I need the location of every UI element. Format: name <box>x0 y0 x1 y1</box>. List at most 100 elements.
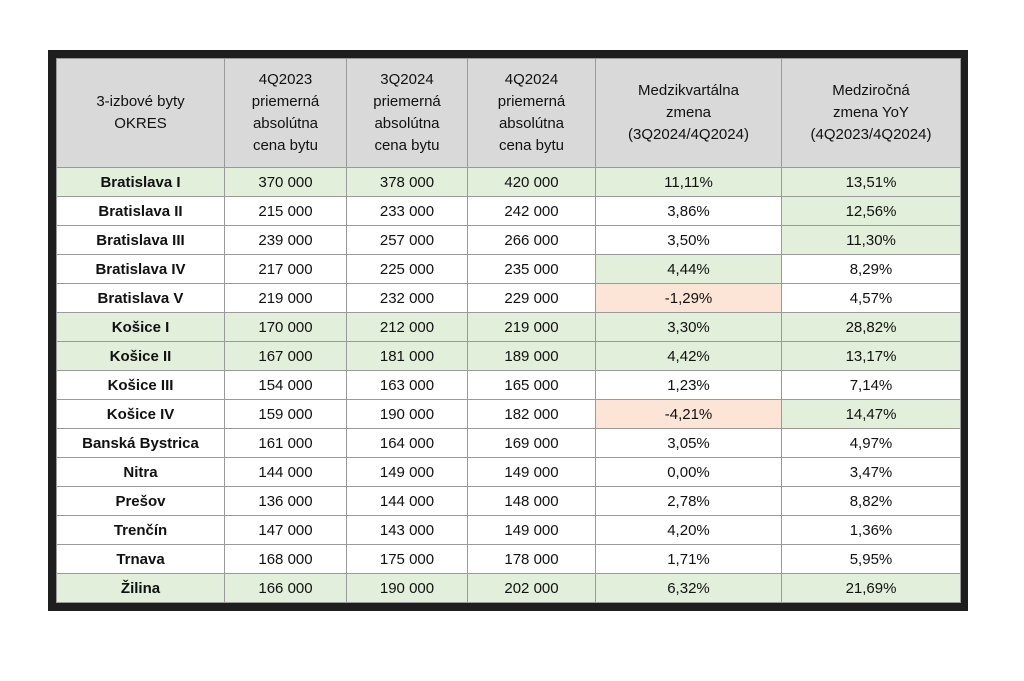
header-cell: 4Q2024 priemerná absolútna cena bytu <box>467 58 596 168</box>
value-cell: 266 000 <box>467 225 596 255</box>
value-cell: 6,32% <box>595 573 782 603</box>
district-cell: Trnava <box>56 544 225 574</box>
header-cell: Medzikvartálna zmena (3Q2024/4Q2024) <box>595 58 782 168</box>
value-cell: 163 000 <box>346 370 468 400</box>
value-cell: 0,00% <box>595 457 782 487</box>
table-row: Bratislava IV 217 000 225 000 235 000 4,44% 8… <box>56 254 961 284</box>
table-row: Prešov 136 000 144 000 148 000 2,78% 8,82% <box>56 486 961 516</box>
value-cell: 21,69% <box>781 573 961 603</box>
value-cell: 190 000 <box>346 399 468 429</box>
value-cell: 164 000 <box>346 428 468 458</box>
value-cell: 154 000 <box>224 370 347 400</box>
table-row: Košice III 154 000 163 000 165 000 1,23% 7,14… <box>56 370 961 400</box>
district-cell: Banská Bystrica <box>56 428 225 458</box>
value-cell: 257 000 <box>346 225 468 255</box>
value-cell: 420 000 <box>467 167 596 197</box>
table-row: Bratislava I 370 000 378 000 420 000 11,11% 1… <box>56 167 961 197</box>
value-cell: 225 000 <box>346 254 468 284</box>
value-cell: 147 000 <box>224 515 347 545</box>
value-cell: 3,30% <box>595 312 782 342</box>
value-cell: 181 000 <box>346 341 468 371</box>
district-cell: Košice III <box>56 370 225 400</box>
table-row: Bratislava V 219 000 232 000 229 000 -1,29% 4… <box>56 283 961 313</box>
table-row: Banská Bystrica 161 000 164 000 169 000 3,05… <box>56 428 961 458</box>
table-frame: 3-izbové byty OKRES 4Q2023 priemerná abso… <box>48 50 968 611</box>
value-cell: 370 000 <box>224 167 347 197</box>
value-cell: 149 000 <box>467 457 596 487</box>
value-cell: 144 000 <box>346 486 468 516</box>
value-cell: 170 000 <box>224 312 347 342</box>
value-cell: 8,82% <box>781 486 961 516</box>
value-cell: 182 000 <box>467 399 596 429</box>
value-cell: 166 000 <box>224 573 347 603</box>
value-cell: 229 000 <box>467 283 596 313</box>
value-cell: 190 000 <box>346 573 468 603</box>
table-row: Košice IV 159 000 190 000 182 000 -4,21% 14,4… <box>56 399 961 429</box>
value-cell: 5,95% <box>781 544 961 574</box>
value-cell: 149 000 <box>467 515 596 545</box>
value-cell: 168 000 <box>224 544 347 574</box>
header-cell: 3Q2024 priemerná absolútna cena bytu <box>346 58 468 168</box>
value-cell: 232 000 <box>346 283 468 313</box>
district-cell: Prešov <box>56 486 225 516</box>
value-cell: 149 000 <box>346 457 468 487</box>
value-cell: 169 000 <box>467 428 596 458</box>
value-cell: 1,23% <box>595 370 782 400</box>
header-row: 3-izbové byty OKRES 4Q2023 priemerná abso… <box>56 58 961 168</box>
value-cell: 7,14% <box>781 370 961 400</box>
value-cell: 378 000 <box>346 167 468 197</box>
value-cell: 217 000 <box>224 254 347 284</box>
table-row: Bratislava III 239 000 257 000 266 000 3,50%… <box>56 225 961 255</box>
district-cell: Trenčín <box>56 515 225 545</box>
table: 3-izbové byty OKRES 4Q2023 priemerná abso… <box>56 58 961 603</box>
value-cell: 13,17% <box>781 341 961 371</box>
value-cell: 242 000 <box>467 196 596 226</box>
value-cell: 143 000 <box>346 515 468 545</box>
value-cell: 3,05% <box>595 428 782 458</box>
district-cell: Bratislava I <box>56 167 225 197</box>
district-cell: Bratislava II <box>56 196 225 226</box>
value-cell: 215 000 <box>224 196 347 226</box>
value-cell: -1,29% <box>595 283 782 313</box>
value-cell: 1,71% <box>595 544 782 574</box>
table-row: Trenčín 147 000 143 000 149 000 4,20% 1,36% <box>56 515 961 545</box>
value-cell: 178 000 <box>467 544 596 574</box>
district-cell: Košice IV <box>56 399 225 429</box>
district-cell: Košice I <box>56 312 225 342</box>
value-cell: 1,36% <box>781 515 961 545</box>
table-row: Bratislava II 215 000 233 000 242 000 3,86% 1… <box>56 196 961 226</box>
value-cell: 4,20% <box>595 515 782 545</box>
value-cell: 4,57% <box>781 283 961 313</box>
value-cell: 233 000 <box>346 196 468 226</box>
value-cell: 144 000 <box>224 457 347 487</box>
value-cell: 148 000 <box>467 486 596 516</box>
value-cell: 3,86% <box>595 196 782 226</box>
value-cell: 189 000 <box>467 341 596 371</box>
value-cell: 11,30% <box>781 225 961 255</box>
value-cell: 4,42% <box>595 341 782 371</box>
value-cell: 28,82% <box>781 312 961 342</box>
value-cell: 3,50% <box>595 225 782 255</box>
value-cell: 3,47% <box>781 457 961 487</box>
value-cell: 159 000 <box>224 399 347 429</box>
value-cell: 161 000 <box>224 428 347 458</box>
value-cell: 235 000 <box>467 254 596 284</box>
value-cell: 12,56% <box>781 196 961 226</box>
value-cell: 167 000 <box>224 341 347 371</box>
value-cell: 202 000 <box>467 573 596 603</box>
value-cell: 4,97% <box>781 428 961 458</box>
value-cell: 2,78% <box>595 486 782 516</box>
value-cell: 212 000 <box>346 312 468 342</box>
value-cell: 14,47% <box>781 399 961 429</box>
value-cell: 11,11% <box>595 167 782 197</box>
district-cell: Košice II <box>56 341 225 371</box>
table-row: Žilina 166 000 190 000 202 000 6,32% 21,69% <box>56 573 961 603</box>
district-cell: Bratislava III <box>56 225 225 255</box>
header-cell: 3-izbové byty OKRES <box>56 58 225 168</box>
value-cell: -4,21% <box>595 399 782 429</box>
value-cell: 136 000 <box>224 486 347 516</box>
value-cell: 4,44% <box>595 254 782 284</box>
header-cell: 4Q2023 priemerná absolútna cena bytu <box>224 58 347 168</box>
table-row: Košice I 170 000 212 000 219 000 3,30% 28,82% <box>56 312 961 342</box>
